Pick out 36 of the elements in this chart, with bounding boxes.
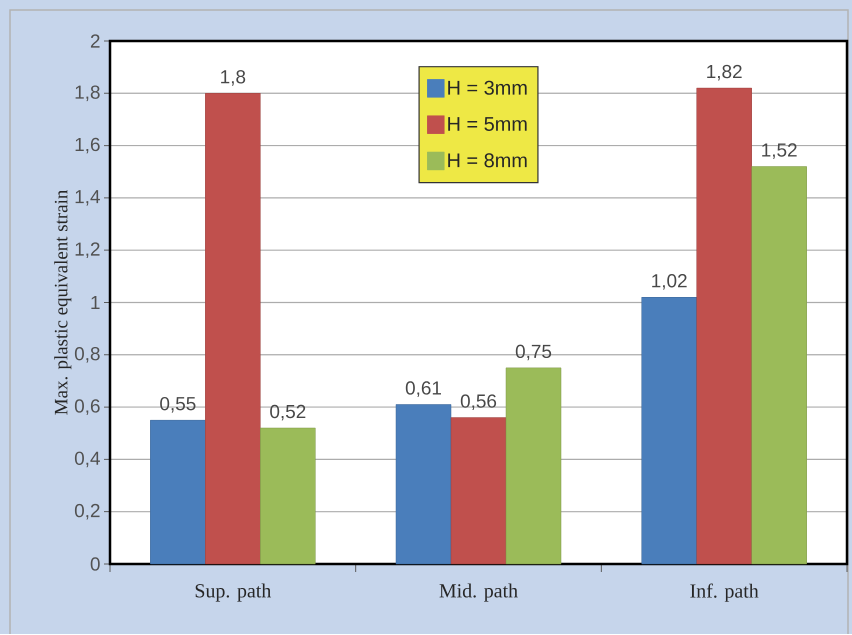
y-tick-label: 1,8 [76,86,100,102]
data-label: 1,02 [652,274,687,290]
data-label: 1,52 [762,143,797,160]
y-tick-label: 0 [90,557,100,571]
y-tick-label: 1,2 [76,242,100,258]
legend-label: H = 8mm [448,153,527,168]
data-label: 1,82 [707,64,742,81]
x-tick-label: Sup. path [196,584,272,602]
y-tick-label: 0,8 [74,347,100,363]
y-tick-label: 0,4 [74,452,100,468]
data-label: 0,61 [406,381,441,398]
bar [396,404,452,564]
y-tick-label: 1 [91,296,100,310]
data-label: 0,75 [516,344,552,360]
y-tick-label: 1,4 [76,190,100,206]
bar [150,420,206,564]
y-tick-label: 0,6 [74,399,100,416]
y-tick-label: 0,2 [74,504,100,520]
bar [506,368,562,564]
data-label: 0,55 [160,397,196,413]
data-label: 0,52 [270,404,306,421]
data-label: 0,56 [460,394,496,410]
bar [641,297,697,564]
y-axis-title: Max. plastic equivalent strain [54,190,72,415]
bar [751,166,807,564]
bar [260,428,316,564]
legend-label: H = 3mm [448,80,527,95]
y-tick-label: 2 [90,34,100,48]
x-tick-label: Mid. path [440,584,518,602]
legend-label: H = 5mm [448,117,527,132]
x-tick-label: Inf. path [690,584,758,602]
bar [696,88,752,564]
y-tick-label: 1,6 [76,138,100,154]
bar [205,93,261,564]
data-label: 1,8 [221,70,246,86]
bar [450,417,506,564]
